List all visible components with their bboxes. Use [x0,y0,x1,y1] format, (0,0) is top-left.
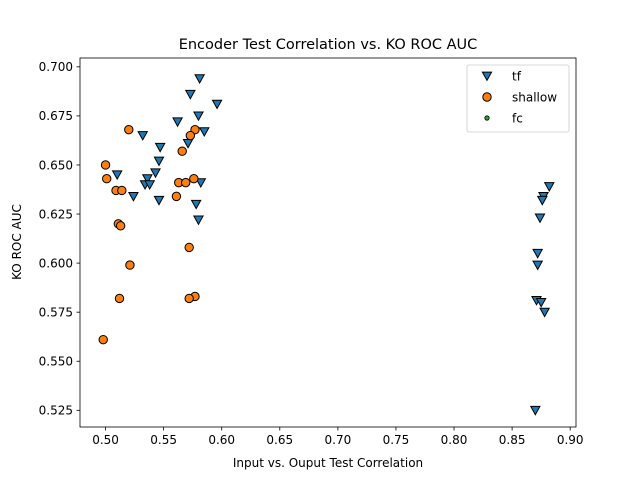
data-point-tf [211,99,223,110]
data-point-shallow [125,260,135,270]
data-point-tf [193,215,204,226]
data-point-shallow [115,221,126,231]
data-point-tf [154,142,166,153]
y-axis-label: KO ROC AUC [10,204,24,280]
y-tick-label: 0.675 [39,109,73,123]
plot-marks [98,74,555,416]
data-point-shallow [177,146,187,156]
x-tick-label: 0.70 [325,433,352,447]
y-tick-label: 0.650 [39,158,73,172]
x-axis-label: Input vs. Ouput Test Correlation [233,456,423,470]
data-point-shallow [114,293,125,304]
data-point-tf [536,195,548,206]
data-point-shallow [124,124,134,135]
data-point-tf [195,178,207,189]
data-point-shallow [184,242,194,253]
y-tick-label: 0.525 [39,404,73,418]
x-axis-ticks: 0.50 0.55 0.60 0.65 0.70 0.75 0.80 0.85 0.90 [92,427,584,447]
data-point-tf [111,170,123,181]
x-tick-label: 0.65 [266,433,293,447]
chart-title: Encoder Test Correlation vs. KO ROC AUC [179,37,478,53]
y-tick-label: 0.550 [39,355,73,369]
legend-marker-shallow [482,92,492,102]
data-point-tf [194,74,206,85]
legend-label-shallow: shallow [512,90,557,104]
legend-marker-tf [481,71,493,82]
data-point-shallow [100,160,111,170]
legend-frame [466,64,570,133]
x-tick-label: 0.60 [208,433,235,447]
y-tick-label: 0.625 [39,207,73,221]
data-point-shallow [102,174,112,184]
data-point-tf [153,156,165,167]
legend-marker-fc [484,115,490,121]
data-point-tf [150,168,161,179]
data-point-tf [539,307,551,318]
data-point-tf [534,213,546,224]
x-tick-label: 0.55 [150,433,177,447]
legend: tf shallow fc [466,64,570,133]
data-point-tf [184,89,196,100]
x-tick-label: 0.90 [557,433,584,447]
x-tick-label: 0.50 [92,433,119,447]
data-point-tf [153,195,165,206]
data-point-tf [543,182,555,192]
data-point-shallow [189,174,199,184]
data-point-tf [198,127,210,138]
data-point-shallow [181,177,191,188]
data-point-shallow [171,191,182,202]
y-tick-label: 0.700 [39,60,73,74]
data-point-tf [532,248,544,259]
data-point-tf [172,117,184,128]
data-point-tf [193,111,204,122]
data-point-tf [144,180,156,190]
legend-label-fc: fc [512,111,523,125]
data-point-tf [535,297,547,308]
data-point-tf [127,191,139,202]
data-point-shallow [98,334,108,345]
y-axis-ticks: 0.525 0.550 0.575 0.600 0.625 0.650 0.675 0.700 [39,60,80,418]
data-point-tf [190,199,202,210]
data-point-tf [529,405,541,416]
data-point-shallow [184,293,194,304]
x-tick-label: 0.75 [383,433,410,447]
x-tick-label: 0.85 [499,433,526,447]
plot-frame [79,57,577,428]
data-point-tf [141,174,153,185]
data-point-tf [137,131,149,141]
data-point-shallow [185,130,196,141]
data-point-shallow [117,185,127,196]
legend-label-tf: tf [512,69,522,83]
x-tick-label: 0.80 [441,433,468,447]
y-tick-label: 0.600 [39,256,73,270]
y-tick-label: 0.575 [39,305,73,319]
data-point-tf [532,260,544,271]
